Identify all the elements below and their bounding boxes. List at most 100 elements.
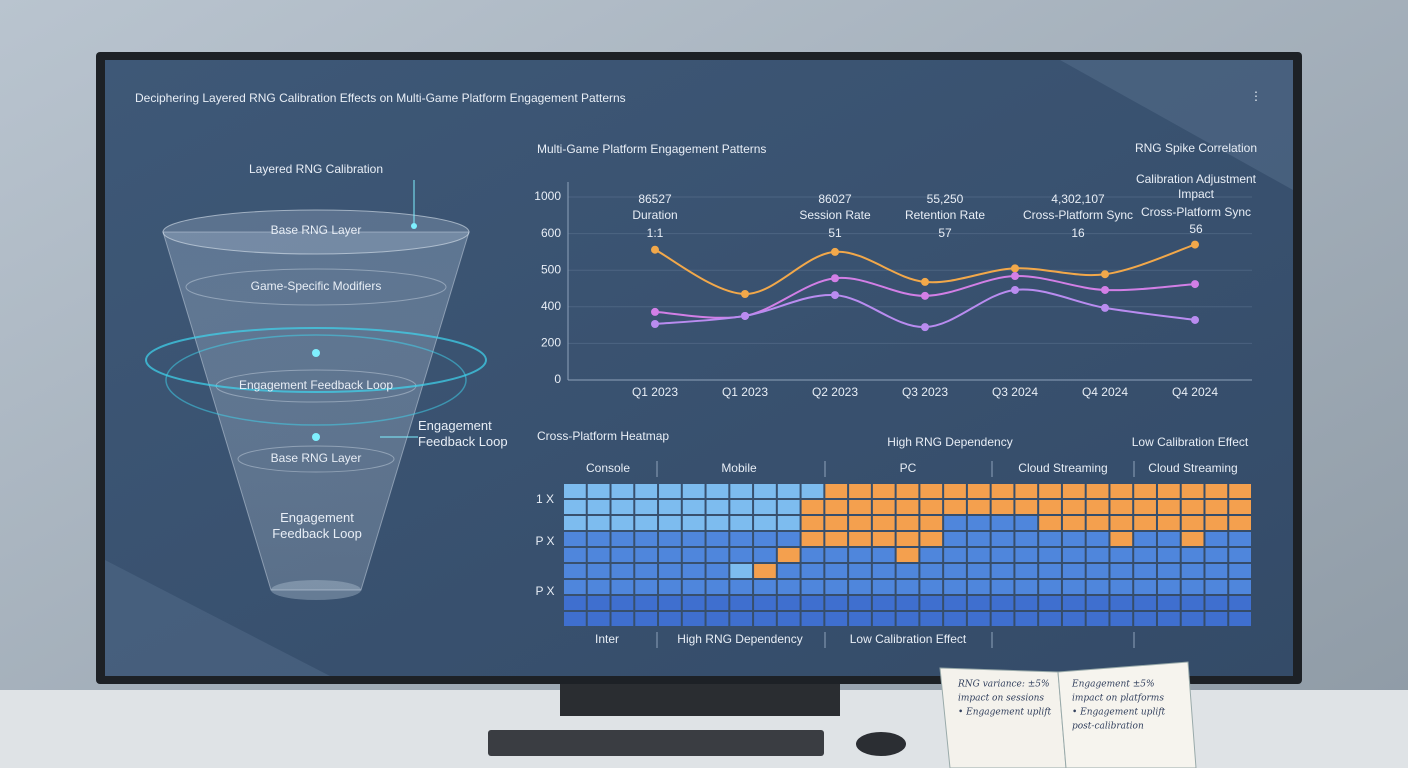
heatmap-cell bbox=[991, 580, 1014, 594]
notebook-note: post-calibration bbox=[1072, 722, 1144, 732]
heatmap-cell bbox=[825, 484, 848, 498]
heatmap-cell bbox=[1134, 564, 1156, 578]
dashboard-title: Deciphering Layered RNG Calibration Effe… bbox=[135, 91, 626, 105]
heatmap-cell bbox=[611, 484, 634, 498]
heatmap-cell bbox=[587, 484, 610, 498]
heatmap-cell bbox=[1134, 532, 1156, 546]
data-point bbox=[651, 320, 659, 329]
heatmap-cell bbox=[635, 516, 658, 530]
heatmap-cell bbox=[1110, 532, 1133, 546]
heatmap-cell bbox=[801, 548, 824, 562]
heatmap-cell bbox=[1205, 516, 1228, 530]
notebook-page bbox=[939, 667, 1067, 768]
glow-dot bbox=[312, 433, 320, 441]
heatmap-cell bbox=[920, 484, 943, 498]
data-point bbox=[831, 291, 839, 300]
heatmap-cell bbox=[659, 612, 681, 626]
heatmap-cell bbox=[967, 532, 990, 546]
heatmap-cell bbox=[754, 548, 776, 562]
heatmap-cell bbox=[967, 548, 990, 562]
heatmap-cell bbox=[1181, 548, 1204, 562]
heatmap-cell bbox=[872, 484, 895, 498]
heatmap-cell bbox=[777, 564, 800, 578]
data-point bbox=[1191, 240, 1199, 249]
heatmap-cell bbox=[659, 580, 681, 594]
column-label: Cloud Streaming bbox=[1018, 461, 1107, 475]
heatmap-cell bbox=[896, 564, 919, 578]
heatmap-cell bbox=[706, 580, 729, 594]
heatmap-cell bbox=[730, 500, 753, 514]
heatmap-cell bbox=[682, 596, 705, 610]
heatmap-cell bbox=[777, 596, 800, 610]
heatmap-cell bbox=[991, 532, 1014, 546]
heatmap-cell bbox=[920, 596, 943, 610]
data-point bbox=[1011, 272, 1019, 281]
heatmap-cell bbox=[1157, 596, 1180, 610]
heatmap-cell bbox=[920, 548, 943, 562]
heatmap-cell bbox=[1157, 612, 1180, 626]
heatmap-cell bbox=[754, 532, 776, 546]
heatmap-cell bbox=[896, 532, 919, 546]
heatmap-cell bbox=[587, 548, 610, 562]
heatmap-cell bbox=[944, 500, 966, 514]
heatmap-cell bbox=[825, 564, 848, 578]
heatmap-cell bbox=[1181, 516, 1204, 530]
heatmap-cell bbox=[777, 548, 800, 562]
heatmap-cell bbox=[944, 516, 966, 530]
x-tick-label: Q4 2024 bbox=[1082, 385, 1128, 399]
annotation-value: 4,302,107 bbox=[1051, 192, 1105, 206]
heatmap-cell bbox=[777, 516, 800, 530]
screen-glare bbox=[1060, 60, 1293, 190]
heatmap-cell bbox=[896, 580, 919, 594]
heatmap-cell bbox=[1039, 516, 1061, 530]
menu-button[interactable]: ⋮ bbox=[1250, 89, 1262, 103]
heatmap-cell bbox=[635, 596, 658, 610]
heatmap-cell bbox=[801, 516, 824, 530]
heatmap-cell bbox=[896, 500, 919, 514]
heatmap-cell bbox=[825, 500, 848, 514]
heatmap-cell bbox=[991, 484, 1014, 498]
x-tick-label: Q1 2023 bbox=[722, 385, 768, 399]
heatmap-cell bbox=[849, 612, 871, 626]
heatmap-cell bbox=[1205, 564, 1228, 578]
funnel-body bbox=[162, 231, 470, 591]
data-point bbox=[921, 291, 929, 300]
heatmap-cell bbox=[1205, 548, 1228, 562]
heatmap-cell bbox=[754, 612, 776, 626]
heatmap-cell bbox=[872, 532, 895, 546]
heatmap-cell bbox=[1205, 596, 1228, 610]
funnel-layer bbox=[162, 209, 470, 255]
heatmap-cell bbox=[872, 612, 895, 626]
heatmap-cell bbox=[587, 500, 610, 514]
heatmap-cell bbox=[635, 500, 658, 514]
heatmap-cell bbox=[730, 532, 753, 546]
heatmap-cell bbox=[801, 532, 824, 546]
heatmap-cell bbox=[1062, 548, 1085, 562]
heatmap-cell bbox=[1015, 596, 1038, 610]
heatmap-cell bbox=[896, 516, 919, 530]
notebook-note: Engagement ±5% bbox=[1071, 680, 1155, 690]
data-point bbox=[651, 307, 659, 316]
data-point bbox=[921, 323, 929, 332]
heatmap-cell bbox=[1205, 532, 1228, 546]
heatmap-cell bbox=[611, 596, 634, 610]
heatmap-cell bbox=[1229, 564, 1251, 578]
heatmap-cell bbox=[967, 564, 990, 578]
x-tick-label: Q3 2024 bbox=[992, 385, 1038, 399]
heatmap-cell bbox=[1086, 548, 1109, 562]
heatmap-cell bbox=[706, 516, 729, 530]
heatmap-cell bbox=[659, 484, 681, 498]
y-tick-label: 400 bbox=[541, 299, 561, 313]
annotation-note: 16 bbox=[1071, 226, 1085, 240]
heatmap-cell bbox=[920, 612, 943, 626]
heatmap-cell bbox=[1229, 612, 1251, 626]
heatmap-cell bbox=[754, 484, 776, 498]
funnel-label: Base RNG Layer bbox=[271, 223, 362, 237]
heatmap-cell bbox=[1015, 532, 1038, 546]
data-point bbox=[1191, 280, 1199, 289]
heatmap-cell bbox=[920, 516, 943, 530]
heatmap-cell bbox=[849, 500, 871, 514]
heatmap-cell bbox=[849, 596, 871, 610]
funnel-title: Layered RNG Calibration bbox=[249, 162, 383, 176]
heatmap-cell bbox=[1062, 516, 1085, 530]
